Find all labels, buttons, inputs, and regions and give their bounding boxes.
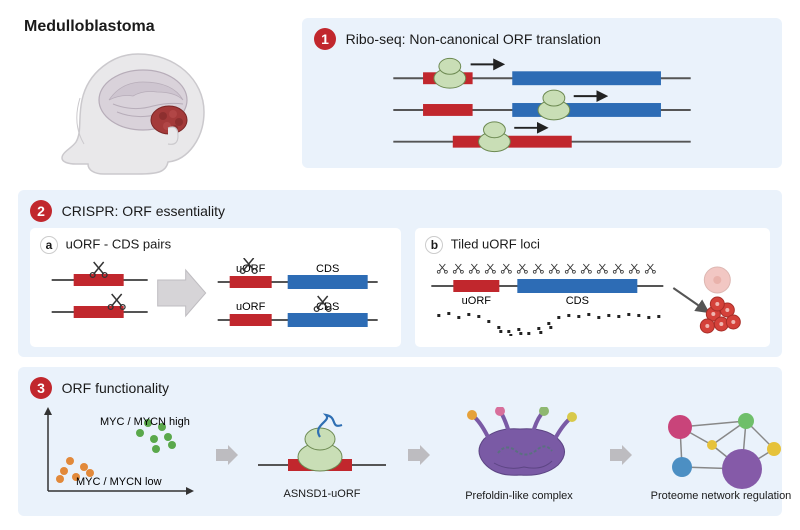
myc-high-label: MYC / MYCN high [100, 416, 190, 428]
sub-a-title: uORF - CDS pairs [66, 236, 171, 251]
subpanel-uorf-cds-pairs: a uORF - CDS pairs [30, 228, 401, 347]
sub-b-title: Tiled uORF loci [451, 236, 540, 251]
panel-riboseq: 1 Ribo-seq: Non-canonical ORF translatio… [302, 18, 782, 168]
panel-crispr: 2 CRISPR: ORF essentiality a uORF - CDS … [18, 190, 782, 357]
riboseq-diagram [314, 56, 770, 156]
head-region: Medulloblastoma [18, 18, 288, 180]
prefoldin-label: Prefoldin-like complex [444, 490, 594, 502]
panel2-number-badge: 2 [30, 200, 52, 222]
red-cell-cluster-icon [701, 297, 741, 333]
prefoldin-block: Prefoldin-like complex [444, 407, 594, 502]
panel1-number-badge: 1 [314, 28, 336, 50]
asnsd1-label: ASNSD1-uORF [252, 488, 392, 500]
panel3-title: ORF functionality [62, 380, 169, 396]
page-title: Medulloblastoma [24, 18, 288, 36]
uorf-cds-pairs-diagram: uORF CDS uORF CDS [40, 258, 391, 336]
subpanel-tiled-uorf: b Tiled uORF loci uORF CDS [415, 228, 770, 347]
flow-arrow-3 [608, 445, 632, 465]
flow-arrow-2 [406, 445, 430, 465]
pale-cell-icon [705, 267, 731, 293]
tiled-uorf-diagram: uORF CDS [425, 258, 760, 336]
flow-arrow-1 [214, 445, 238, 465]
cds-label-1: CDS [316, 263, 339, 275]
brain-head-illustration [18, 42, 278, 177]
sub-b-badge: b [425, 236, 443, 254]
network-label: Proteome network regulation [646, 490, 796, 502]
sub-a-badge: a [40, 236, 58, 254]
panel3-number-badge: 3 [30, 377, 52, 399]
panel1-title: Ribo-seq: Non-canonical ORF translation [346, 31, 601, 47]
panel2-title: CRISPR: ORF essentiality [62, 203, 225, 219]
panel-orf-functionality: 3 ORF functionality MYC / MYCN high MYC … [18, 367, 782, 516]
cds-label-b: CDS [566, 295, 589, 307]
uorf-label-2: uORF [236, 301, 266, 313]
network-block: Proteome network regulation [646, 407, 796, 502]
asnsd1-block: ASNSD1-uORF [252, 409, 392, 500]
uorf-label-b: uORF [462, 295, 492, 307]
myc-scatter: MYC / MYCN high MYC / MYCN low [30, 403, 200, 506]
myc-low-label: MYC / MYCN low [76, 476, 162, 488]
